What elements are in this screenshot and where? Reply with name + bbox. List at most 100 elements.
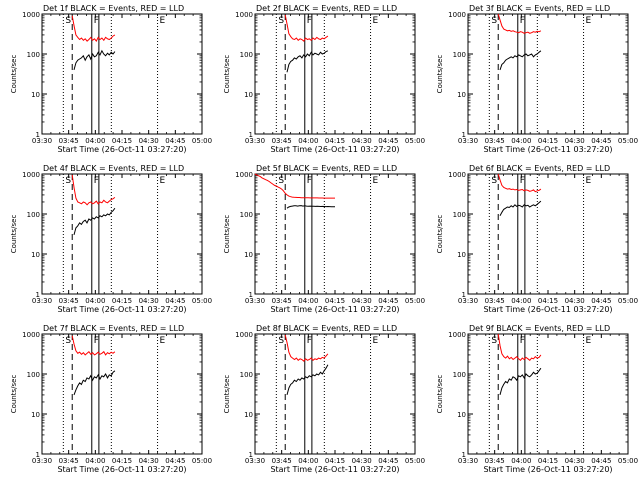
y-tick-label: 1 bbox=[249, 291, 253, 299]
x-tick-label: 04:45 bbox=[378, 457, 398, 465]
x-tick-label: 04:15 bbox=[325, 297, 345, 305]
x-axis-label: Start Time (26-Oct-11 03:27:20) bbox=[57, 305, 186, 314]
y-axis-label: Counts/sec bbox=[223, 215, 231, 254]
x-tick-label: 03:45 bbox=[272, 137, 292, 145]
y-tick-label: 10 bbox=[457, 91, 466, 99]
marker-label: E bbox=[160, 336, 166, 346]
y-axis-label: Counts/sec bbox=[10, 55, 18, 94]
events-series-line bbox=[73, 207, 116, 236]
x-axis-label: Start Time (26-Oct-11 03:27:20) bbox=[57, 145, 186, 154]
x-tick-label: 04:30 bbox=[565, 137, 585, 145]
plot-frame bbox=[467, 333, 629, 455]
x-tick-label: 04:00 bbox=[85, 137, 105, 145]
chart-panel: Det 8f BLACK = Events, RED = LLD 1 10 100 10… bbox=[223, 324, 425, 474]
chart-panel: Det 3f BLACK = Events, RED = LLD 1 10 100 10… bbox=[436, 4, 638, 154]
y-tick-label: 1000 bbox=[22, 331, 40, 339]
chart-title: Det 9f BLACK = Events, RED = LLD bbox=[469, 324, 610, 333]
y-tick-label: 1000 bbox=[448, 171, 466, 179]
marker-label: F bbox=[520, 176, 525, 186]
x-tick-label: 04:15 bbox=[325, 457, 345, 465]
x-tick-label: 04:45 bbox=[378, 297, 398, 305]
y-tick-label: 1 bbox=[249, 131, 253, 139]
x-tick-label: 05:00 bbox=[618, 297, 638, 305]
y-tick-label: 100 bbox=[27, 211, 40, 219]
x-tick-label: 04:00 bbox=[298, 457, 318, 465]
y-tick-label: 1 bbox=[462, 451, 466, 459]
marker-label: E bbox=[586, 176, 592, 186]
chart-title: Det 8f BLACK = Events, RED = LLD bbox=[256, 324, 397, 333]
x-tick-label: 03:45 bbox=[59, 457, 79, 465]
chart-title: Det 3f BLACK = Events, RED = LLD bbox=[469, 4, 610, 13]
y-tick-label: 1000 bbox=[22, 171, 40, 179]
x-tick-label: 04:30 bbox=[352, 457, 372, 465]
marker-label: E bbox=[373, 16, 379, 26]
y-tick-label: 10 bbox=[457, 251, 466, 259]
chart-title: Det 2f BLACK = Events, RED = LLD bbox=[256, 4, 397, 13]
lld-series-line bbox=[71, 15, 116, 43]
x-tick-label: 04:45 bbox=[378, 137, 398, 145]
marker-label: F bbox=[307, 336, 312, 346]
x-tick-label: 04:15 bbox=[325, 137, 345, 145]
x-tick-label: 03:45 bbox=[59, 297, 79, 305]
x-tick-label: 03:30 bbox=[32, 457, 52, 465]
marker-label: E bbox=[586, 336, 592, 346]
lld-series-line bbox=[284, 14, 329, 42]
x-tick-label: 05:00 bbox=[192, 457, 212, 465]
x-tick-label: 04:45 bbox=[591, 137, 611, 145]
marker-label: F bbox=[520, 336, 525, 346]
y-tick-label: 1 bbox=[36, 451, 40, 459]
x-tick-label: 04:00 bbox=[511, 457, 531, 465]
events-series-line bbox=[286, 364, 329, 396]
y-tick-label: 100 bbox=[453, 211, 466, 219]
events-series-line bbox=[73, 370, 116, 396]
x-tick-label: 04:45 bbox=[165, 457, 185, 465]
y-tick-label: 100 bbox=[27, 51, 40, 59]
x-axis-label: Start Time (26-Oct-11 03:27:20) bbox=[483, 305, 612, 314]
y-tick-label: 100 bbox=[453, 51, 466, 59]
x-tick-label: 05:00 bbox=[618, 457, 638, 465]
x-tick-label: 04:30 bbox=[139, 297, 159, 305]
y-tick-label: 1000 bbox=[235, 11, 253, 19]
lld-series-line bbox=[254, 173, 335, 199]
x-axis-label: Start Time (26-Oct-11 03:27:20) bbox=[270, 305, 399, 314]
x-axis-label: Start Time (26-Oct-11 03:27:20) bbox=[57, 465, 186, 474]
y-tick-label: 1 bbox=[249, 451, 253, 459]
y-tick-label: 1 bbox=[36, 291, 40, 299]
marker-label: S bbox=[278, 16, 284, 26]
marker-label: S bbox=[278, 176, 284, 186]
lld-series-line bbox=[497, 333, 542, 361]
marker-label: F bbox=[307, 16, 312, 26]
x-tick-label: 03:45 bbox=[272, 297, 292, 305]
x-tick-label: 05:00 bbox=[618, 137, 638, 145]
x-tick-label: 03:45 bbox=[59, 137, 79, 145]
plot-frame bbox=[254, 333, 416, 455]
x-tick-label: 03:30 bbox=[32, 297, 52, 305]
x-tick-label: 04:00 bbox=[511, 297, 531, 305]
chart-panel: Det 9f BLACK = Events, RED = LLD 1 10 100 10… bbox=[436, 324, 638, 474]
lld-series-line bbox=[497, 13, 542, 34]
x-tick-label: 03:30 bbox=[458, 137, 478, 145]
x-tick-label: 04:45 bbox=[591, 297, 611, 305]
plot-frame bbox=[467, 13, 629, 135]
x-tick-label: 05:00 bbox=[405, 457, 425, 465]
chart-panel: Det 2f BLACK = Events, RED = LLD 1 10 100 10… bbox=[223, 4, 425, 154]
y-tick-label: 1000 bbox=[235, 331, 253, 339]
x-tick-label: 04:00 bbox=[511, 137, 531, 145]
y-tick-label: 1000 bbox=[235, 171, 253, 179]
marker-label: E bbox=[160, 176, 166, 186]
marker-label: S bbox=[65, 16, 71, 26]
y-tick-label: 100 bbox=[240, 51, 253, 59]
chart-title: Det 6f BLACK = Events, RED = LLD bbox=[469, 164, 610, 173]
y-tick-label: 100 bbox=[240, 211, 253, 219]
marker-label: S bbox=[278, 336, 284, 346]
x-tick-label: 04:15 bbox=[538, 457, 558, 465]
plot-frame bbox=[41, 173, 203, 295]
x-tick-label: 05:00 bbox=[192, 137, 212, 145]
y-tick-label: 10 bbox=[31, 411, 40, 419]
y-tick-label: 10 bbox=[31, 91, 40, 99]
y-tick-label: 10 bbox=[457, 411, 466, 419]
x-tick-label: 03:45 bbox=[485, 297, 505, 305]
x-tick-label: 03:45 bbox=[485, 137, 505, 145]
marker-label: S bbox=[491, 176, 497, 186]
